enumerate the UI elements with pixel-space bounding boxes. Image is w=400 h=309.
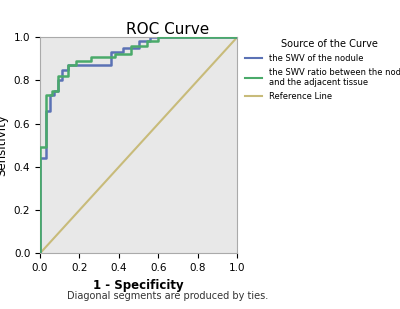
- Text: Diagonal segments are produced by ties.: Diagonal segments are produced by ties.: [67, 291, 269, 301]
- Legend: the SWV of the nodule, the SWV ratio between the nodule
and the adjacent tissue,: the SWV of the nodule, the SWV ratio bet…: [243, 37, 400, 103]
- X-axis label: 1 - Specificity: 1 - Specificity: [93, 279, 184, 292]
- Y-axis label: Sensitivity: Sensitivity: [0, 114, 8, 176]
- Text: ROC Curve: ROC Curve: [126, 22, 210, 37]
